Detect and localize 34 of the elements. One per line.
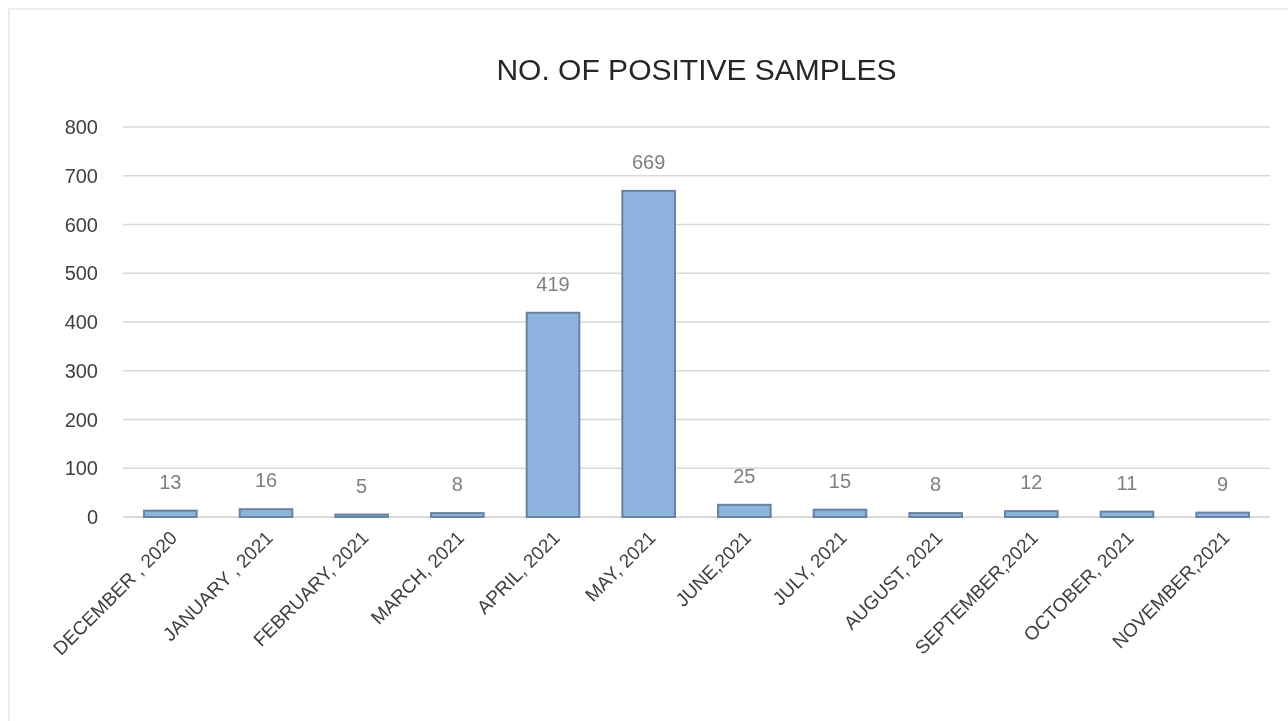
- bar: [430, 512, 485, 518]
- y-tick-label: 100: [64, 457, 98, 480]
- bar: [143, 509, 198, 518]
- bar: [908, 512, 963, 518]
- data-label: 8: [930, 473, 942, 496]
- chart-title: NO. OF POSITIVE SAMPLES: [496, 53, 897, 86]
- bar: [1004, 510, 1059, 518]
- data-label: 16: [254, 469, 278, 492]
- y-tick-label: 200: [64, 408, 98, 431]
- data-label: 669: [631, 150, 666, 173]
- bar: [238, 508, 294, 518]
- y-tick-label: 400: [64, 311, 98, 333]
- data-label: 15: [828, 469, 852, 492]
- bar: [525, 311, 581, 518]
- data-label: 8: [451, 473, 463, 496]
- data-label: 5: [356, 474, 368, 497]
- bar: [621, 189, 676, 518]
- data-label: 9: [1217, 472, 1229, 495]
- data-label: 13: [159, 470, 182, 493]
- data-label: 25: [733, 464, 756, 487]
- bar: [334, 513, 389, 518]
- data-label: 12: [1020, 471, 1043, 494]
- y-tick-label: 700: [64, 164, 98, 187]
- y-tick-label: 800: [64, 116, 98, 138]
- bar: [1195, 511, 1250, 518]
- bar: [1099, 510, 1155, 518]
- data-label: 11: [1116, 471, 1138, 494]
- y-tick-label: 500: [64, 262, 98, 285]
- y-tick-label: 300: [64, 359, 98, 382]
- data-label: 419: [536, 272, 570, 295]
- y-tick-label: 600: [64, 213, 98, 236]
- bar: [812, 508, 868, 518]
- y-tick-label: 0: [86, 506, 98, 528]
- bar: [717, 503, 772, 518]
